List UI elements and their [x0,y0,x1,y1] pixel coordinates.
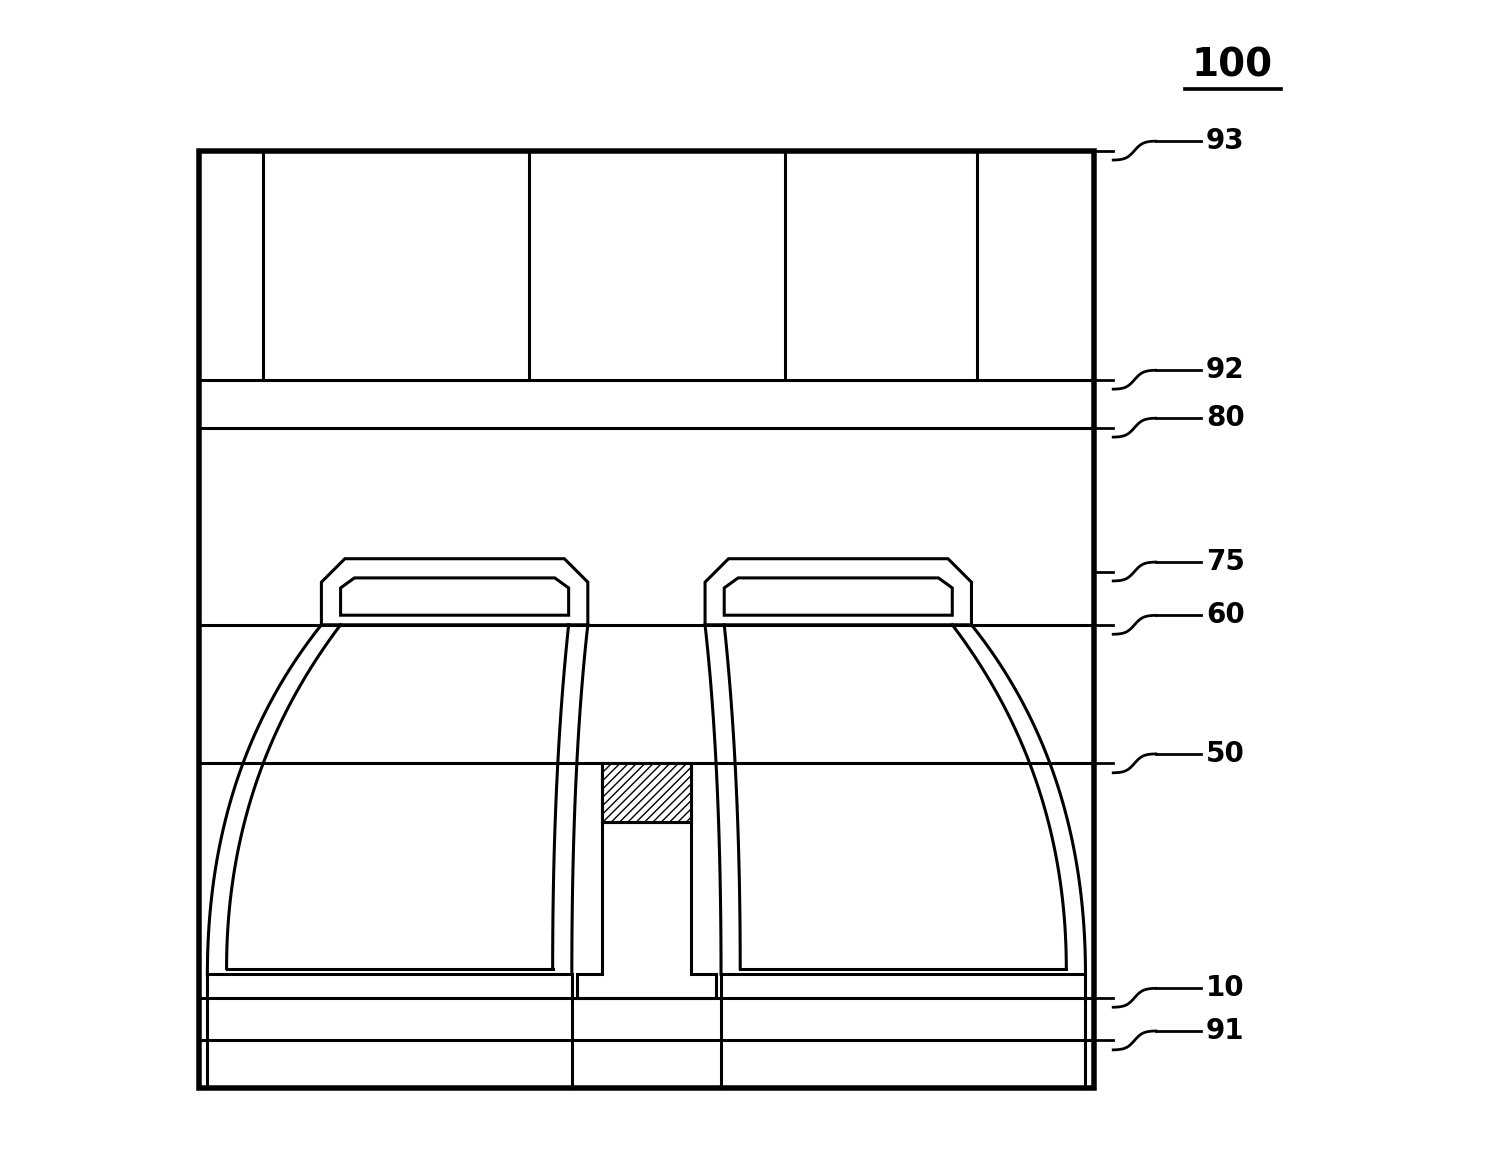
Text: 93: 93 [1206,127,1244,155]
Bar [264,150,529,380]
Text: 50: 50 [1206,740,1245,768]
Bar [602,764,691,822]
Polygon shape [705,559,971,625]
Text: 80: 80 [1206,404,1244,432]
Polygon shape [340,578,569,616]
Text: 92: 92 [1206,356,1244,384]
Text: 91: 91 [1206,1016,1244,1045]
Text: 60: 60 [1206,602,1244,630]
Polygon shape [724,578,952,616]
Polygon shape [577,764,715,998]
Bar [785,150,977,380]
Polygon shape [321,559,587,625]
Text: 10: 10 [1206,974,1244,1002]
Bar [199,150,1093,1088]
Text: 75: 75 [1206,548,1245,576]
Text: 100: 100 [1191,46,1273,85]
